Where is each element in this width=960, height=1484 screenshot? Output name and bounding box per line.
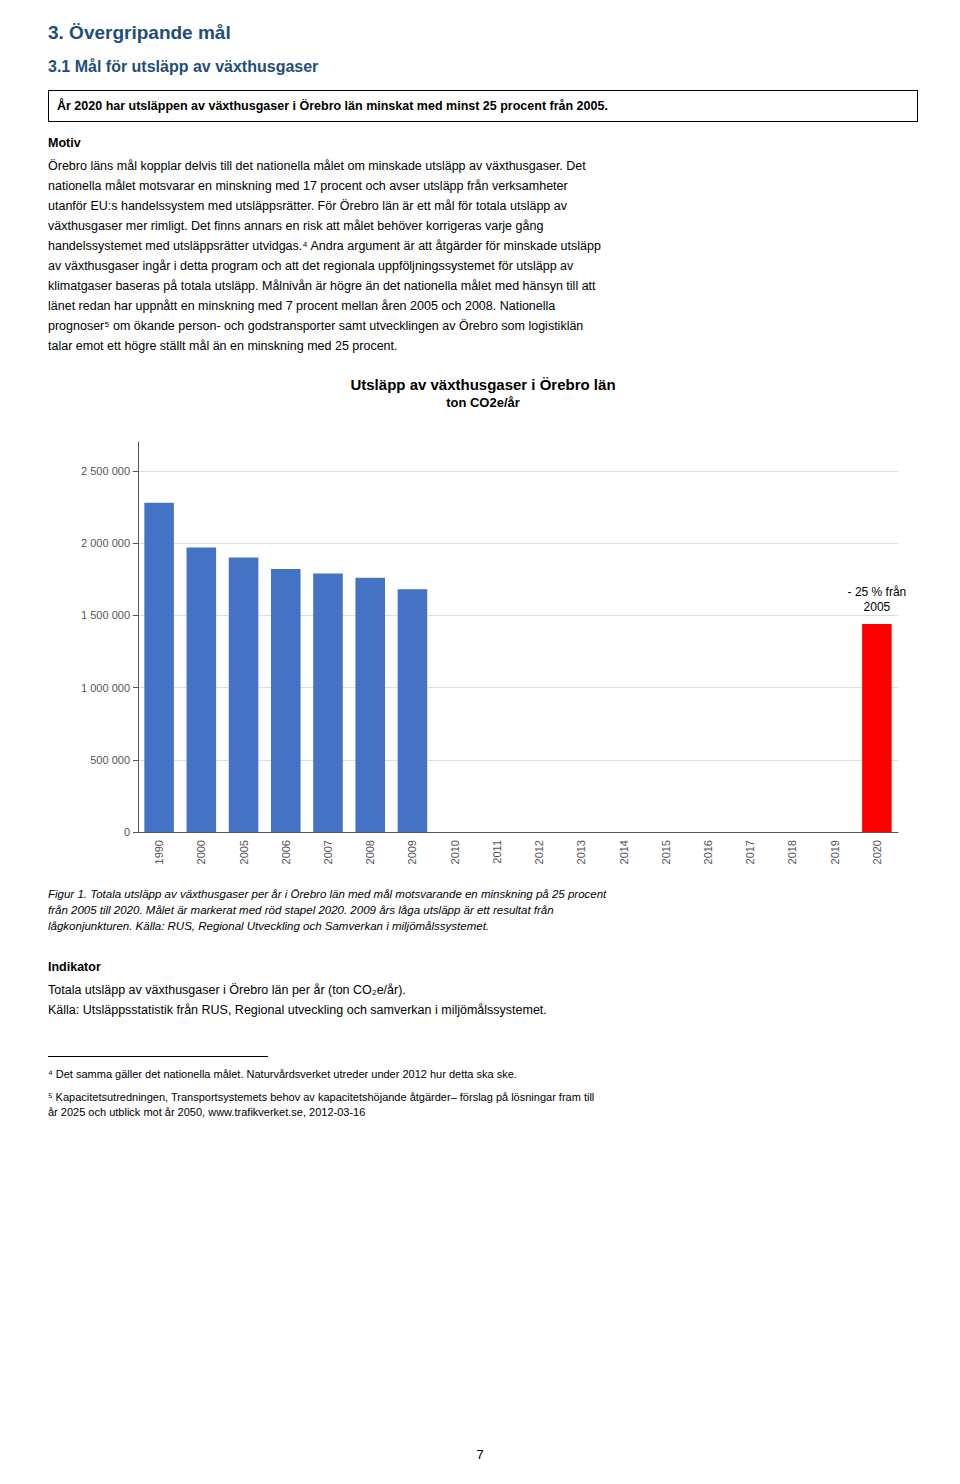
html-text:Motiv: Motiv: [48, 136, 81, 150]
html-text:år 2025 och utblick mot år 205: år 2025 och utblick mot år 2050, www.tra…: [48, 1106, 366, 1118]
html-text:lågkonjunkturen. Källa: RUS, R: lågkonjunkturen. Källa: RUS, Regional Ut…: [48, 920, 489, 932]
svg-text:Utsläpp av växthusgaser i Öreb: Utsläpp av växthusgaser i Örebro län: [350, 376, 615, 393]
svg-text:ton CO2e/år: ton CO2e/år: [446, 395, 520, 410]
html-text:växthusgaser mer rimligt. Det: växthusgaser mer rimligt. Det finns anna…: [48, 219, 544, 233]
svg-text:2 500 000: 2 500 000: [81, 465, 130, 477]
svg-text:2019: 2019: [829, 840, 841, 864]
html-text:Indikator: Indikator: [48, 960, 101, 974]
svg-text:2005: 2005: [864, 600, 891, 614]
html-text:Källa: Utsläppsstatistik från: Källa: Utsläppsstatistik från RUS, Regio…: [48, 1003, 547, 1017]
svg-text:2008: 2008: [364, 840, 376, 864]
svg-text:2005: 2005: [238, 840, 250, 864]
svg-text:0: 0: [124, 826, 130, 838]
html-text:från 2005 till 2020. Målet är: från 2005 till 2020. Målet är markerat m…: [48, 904, 554, 916]
svg-text:1 500 000: 1 500 000: [81, 609, 130, 621]
svg-text:1 000 000: 1 000 000: [81, 682, 130, 694]
html-text:klimatgaser baseras på totala: klimatgaser baseras på totala utsläpp. M…: [48, 279, 596, 293]
svg-text:2000: 2000: [195, 840, 207, 864]
html-text:Örebro läns mål kopplar delvis: Örebro läns mål kopplar delvis till det …: [48, 159, 586, 173]
html-text:utanför EU:s handelssystem med: utanför EU:s handelssystem med utsläppsr…: [48, 199, 567, 213]
html-text:Totala utsläpp av växthusgaser: Totala utsläpp av växthusgaser i Örebro …: [48, 983, 406, 997]
svg-text:- 25 % från: - 25 % från: [848, 585, 907, 599]
html-text:3.1 Mål för utsläpp av växthus: 3.1 Mål för utsläpp av växthusgaser: [48, 58, 319, 75]
svg-text:500 000: 500 000: [90, 754, 130, 766]
svg-text:2018: 2018: [786, 840, 798, 864]
svg-text:1990: 1990: [153, 840, 165, 864]
html-text:Figur 1. Totala utsläpp av väx: Figur 1. Totala utsläpp av växthusgaser …: [48, 888, 607, 900]
svg-text:2007: 2007: [322, 840, 334, 864]
svg-text:2009: 2009: [406, 840, 418, 864]
html-text:handelssystemet med utsläppsrä: handelssystemet med utsläppsrätter utvid…: [48, 239, 601, 253]
html-text:länet redan har uppnått en min: länet redan har uppnått en minskning med…: [48, 299, 556, 313]
html-text:⁵ Kapacitetsutredningen, Trans: ⁵ Kapacitetsutredningen, Transportsystem…: [48, 1091, 595, 1103]
svg-text:2013: 2013: [575, 840, 587, 864]
html-text:prognoser⁵ om ökande person- o: prognoser⁵ om ökande person- och godstra…: [48, 319, 584, 333]
svg-text:2020: 2020: [871, 840, 883, 864]
svg-text:2015: 2015: [660, 840, 672, 864]
html-text:År 2020 har utsläppen av växth: År 2020 har utsläppen av växthusgaser i …: [57, 99, 608, 113]
svg-text:2 000 000: 2 000 000: [81, 537, 130, 549]
html-text:nationella målet motsvarar en: nationella målet motsvarar en minskning …: [48, 179, 568, 193]
svg-text:2011: 2011: [491, 840, 503, 864]
html-text:talar emot ett högre ställt må: talar emot ett högre ställt mål än en mi…: [48, 339, 398, 353]
svg-text:2006: 2006: [280, 840, 292, 864]
html-text:av växthusgaser ingår i detta: av växthusgaser ingår i detta program oc…: [48, 259, 574, 273]
svg-text:2014: 2014: [618, 840, 630, 864]
svg-text:2010: 2010: [449, 840, 461, 864]
svg-text:2017: 2017: [744, 840, 756, 864]
svg-text:2012: 2012: [533, 840, 545, 864]
html-text:7: 7: [476, 1447, 484, 1462]
svg-text:2016: 2016: [702, 840, 714, 864]
html-text:⁴ Det samma gäller det natione: ⁴ Det samma gäller det nationella målet.…: [48, 1068, 517, 1080]
html-text:3. Övergripande mål: 3. Övergripande mål: [48, 22, 231, 43]
